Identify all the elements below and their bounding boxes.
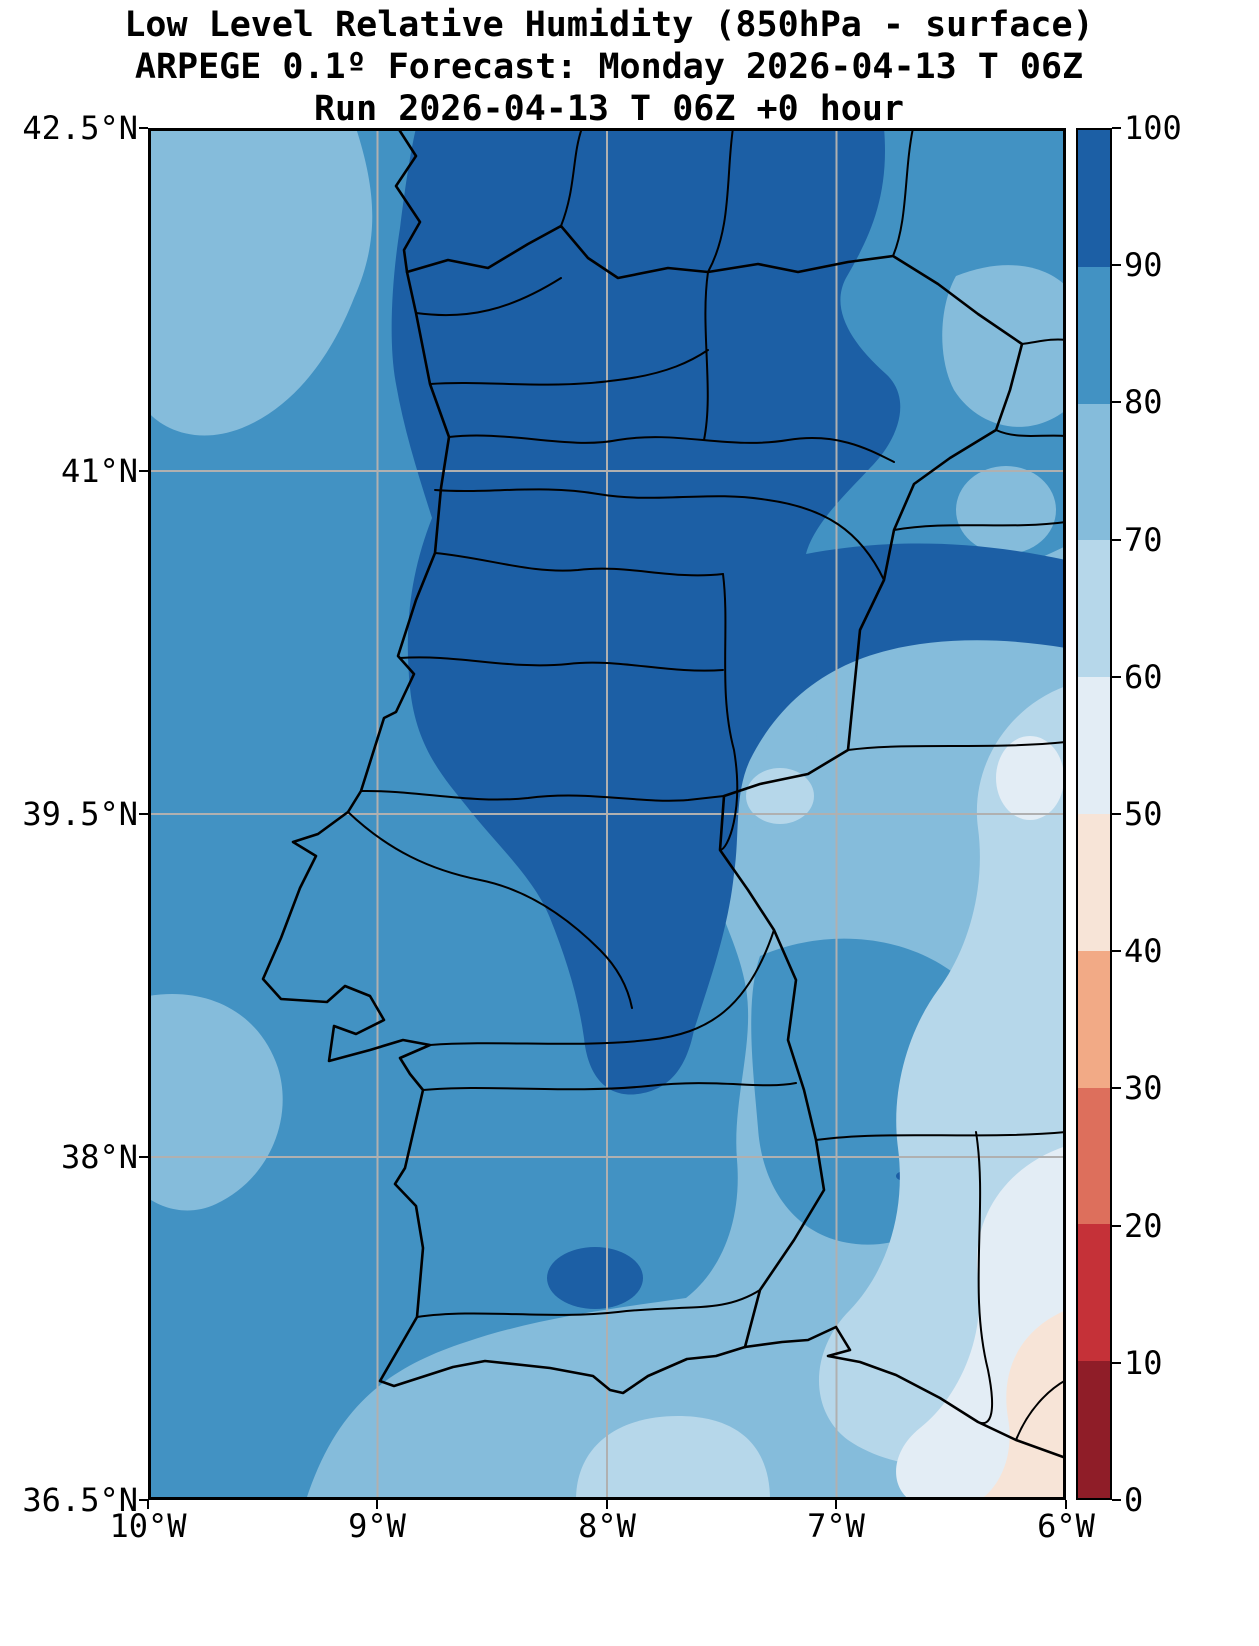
y-axis-tick-mark: [139, 470, 148, 472]
y-axis-tick-label: 41°N: [60, 452, 138, 490]
chart-title: Low Level Relative Humidity (850hPa - su…: [124, 5, 1094, 45]
humidity-region-70-80-east-south: [306, 546, 1066, 1500]
colorbar-segment-60-70: [1078, 540, 1110, 678]
colorbar-tick-mark: [1112, 813, 1121, 815]
colorbar-tick-label: 0: [1124, 1481, 1144, 1519]
colorbar-tick-mark: [1112, 401, 1121, 404]
y-axis-tick-mark: [139, 127, 148, 129]
colorbar-tick-label: 100: [1124, 109, 1182, 147]
coastline-path: [261, 128, 1066, 1460]
x-axis-tick-mark: [1065, 1500, 1067, 1509]
x-axis-tick-label: 8°W: [578, 1507, 636, 1545]
humidity-region-90-100-main: [391, 128, 1066, 1095]
humidity-region-70-80-east-patch: [956, 466, 1056, 554]
district-boundaries: [347, 128, 1066, 1441]
humidity-region-40-50-corner: [980, 1310, 1066, 1500]
humidity-region-70-80-northeast: [942, 265, 1066, 427]
plot-frame: [148, 128, 1066, 1500]
colorbar-tick-label: 50: [1124, 795, 1163, 833]
x-axis-tick-label: 7°W: [807, 1507, 865, 1545]
colorbar-tick-labels: 100 90 80 70 60 50 40 30 20 10 0: [1124, 111, 1254, 1517]
colorbar-segment-50-60: [1078, 677, 1110, 814]
colorbar-segment-90-100: [1078, 130, 1110, 267]
colorbar-tick-label: 90: [1124, 246, 1163, 285]
x-axis-tick-label: 10°W: [109, 1507, 187, 1545]
humidity-region-90-100-algarve-pocket: [547, 1247, 643, 1309]
colorbar-segment-70-80: [1078, 403, 1110, 541]
y-axis-tick-mark: [139, 1156, 148, 1158]
colorbar-segment-30-40: [1078, 950, 1110, 1088]
colorbar-tick-marks: [1112, 127, 1121, 1501]
humidity-region-60-70-south-blob: [576, 1416, 770, 1500]
y-tick-marks: [139, 127, 148, 1501]
x-axis-labels: 10°W 9°W 8°W 7°W 6°W: [109, 1505, 1094, 1545]
colorbar-tick-mark: [1112, 1361, 1121, 1364]
colorbar-tick-mark: [1112, 538, 1121, 541]
map-canvas: [148, 128, 1066, 1500]
y-axis-tick-mark: [139, 813, 148, 815]
colorbar: [1076, 128, 1112, 1500]
colorbar-tick-label: 60: [1124, 657, 1163, 696]
colorbar-tick-mark: [1112, 1499, 1121, 1501]
colorbar-tick-label: 70: [1124, 520, 1163, 559]
colorbar-segment-80-90: [1078, 266, 1110, 404]
y-axis-tick-label: 38°N: [60, 1138, 138, 1176]
colorbar-tick-mark: [1112, 1224, 1121, 1227]
gridlines: [148, 128, 1066, 1500]
colorbar-tick-label: 80: [1124, 383, 1163, 422]
colorbar-tick-mark: [1112, 1087, 1121, 1090]
humidity-region-50-60-east-patch: [996, 736, 1064, 820]
colorbar-tick-mark: [1112, 264, 1121, 267]
chart-subtitle: ARPEGE 0.1º Forecast: Monday 2026-04-13 …: [134, 47, 1084, 87]
x-tick-marks: [147, 1500, 1067, 1509]
y-axis-labels: 42.5°N 41°N 39.5°N 38°N 36.5°N: [0, 111, 138, 1517]
y-axis-tick-mark: [139, 1499, 148, 1501]
colorbar-tick-mark: [1112, 675, 1121, 678]
colorbar-segment-40-50: [1078, 813, 1110, 951]
chart-run-line: Run 2026-04-13 T 06Z +0 hour: [313, 89, 904, 129]
x-axis-tick-label: 9°W: [348, 1507, 406, 1545]
colorbar-segment-0-10: [1078, 1361, 1110, 1498]
x-axis-tick-mark: [376, 1500, 378, 1509]
humidity-region-70-80-nw-ocean: [148, 128, 373, 436]
y-axis-tick-label: 39.5°N: [22, 795, 138, 833]
colorbar-tick-label: 40: [1124, 932, 1163, 971]
y-axis-tick-label: 36.5°N: [22, 1481, 138, 1519]
colorbar-segment-20-30: [1078, 1087, 1110, 1225]
y-axis-tick-label: 42.5°N: [22, 109, 138, 147]
x-axis-tick-mark: [835, 1500, 837, 1509]
colorbar-tick-mark: [1112, 950, 1121, 953]
humidity-region-60-70-border-patch: [746, 768, 814, 824]
x-axis-tick-mark: [606, 1500, 608, 1509]
colorbar-tick-mark: [1112, 127, 1121, 129]
colorbar-tick-label: 30: [1124, 1069, 1163, 1108]
colorbar-segment-10-20: [1078, 1224, 1110, 1362]
portugal-spain-border-path: [405, 224, 1024, 1349]
colorbar-tick-label: 10: [1124, 1343, 1163, 1382]
x-axis-tick-label: 6°W: [1037, 1507, 1095, 1545]
x-axis-tick-mark: [147, 1500, 149, 1509]
colorbar-tick-label: 20: [1124, 1206, 1163, 1245]
